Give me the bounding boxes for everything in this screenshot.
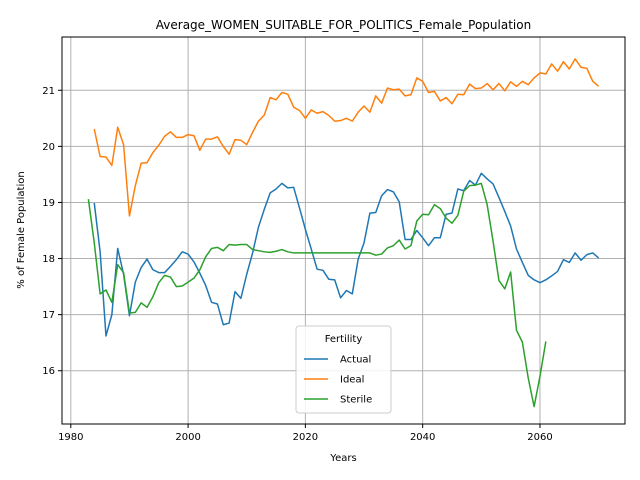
series-line-actual [93,172,600,337]
axes-frame [61,36,626,425]
y-tick-label: 20 [42,142,55,153]
legend-title: Fertility [325,334,363,345]
x-axis-ticks: 1980 2000 2020 2040 2060 [58,424,553,443]
series-line-ideal [93,58,600,217]
y-tick-label: 16 [42,366,55,377]
legend-box [295,325,392,414]
legend-label-sterile: Sterile [340,395,372,406]
x-tick-label: 1980 [58,432,83,443]
y-axis-ticks: 16 17 18 19 20 21 [42,86,62,377]
y-tick-label: 21 [42,86,55,97]
legend: Fertility Actual Ideal Sterile [295,325,392,414]
y-tick-label: 18 [42,254,55,265]
x-tick-label: 2000 [175,432,200,443]
x-tick-label: 2020 [293,432,318,443]
chart-title: Average_WOMEN_SUITABLE_FOR_POLITICS_Fema… [156,18,531,32]
series-line-sterile [87,182,547,408]
x-tick-label: 2060 [527,432,552,443]
legend-label-ideal: Ideal [340,375,364,386]
y-axis-label: % of Female Population [16,171,27,288]
y-tick-label: 17 [42,310,55,321]
legend-label-actual: Actual [340,355,371,366]
y-tick-label: 19 [42,198,55,209]
x-axis-label: Years [329,453,356,464]
series-lines [87,58,600,408]
x-tick-label: 2040 [410,432,435,443]
legend-entries: Actual Ideal Sterile [304,355,372,406]
